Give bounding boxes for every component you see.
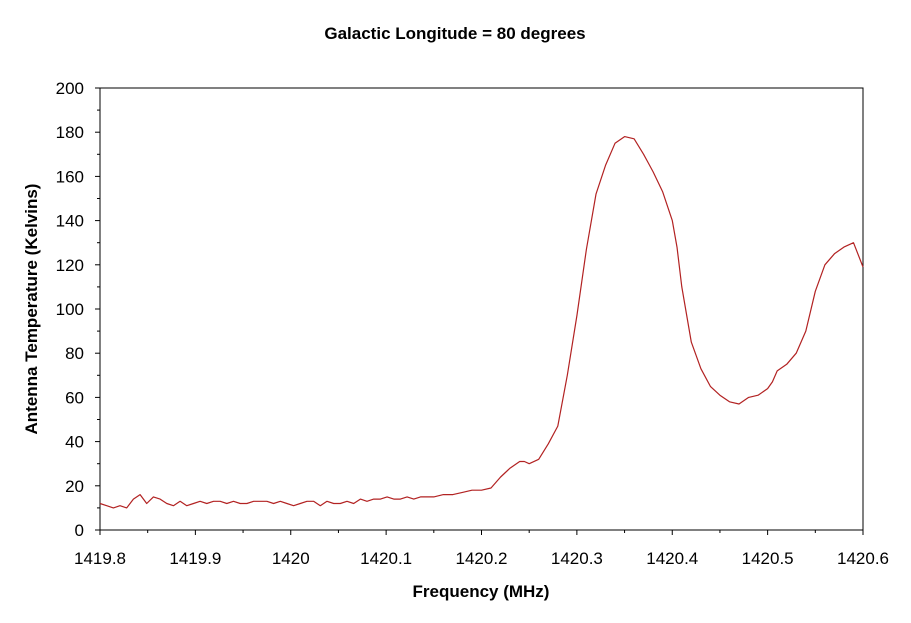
y-tick-label: 180 — [56, 123, 84, 142]
x-tick-label: 1420.3 — [551, 549, 603, 568]
y-tick-label: 200 — [56, 79, 84, 98]
y-axis: 0 20 40 60 80 100 120 140 160 180 200 — [56, 79, 100, 540]
y-tick-label: 120 — [56, 256, 84, 275]
chart-title: Galactic Longitude = 80 degrees — [324, 24, 585, 43]
x-tick-label: 1420.2 — [456, 549, 508, 568]
x-tick-label: 1420.4 — [646, 549, 698, 568]
plot-area — [99, 87, 864, 531]
y-tick-label: 60 — [65, 388, 84, 407]
series-layer — [99, 136, 864, 509]
x-tick-label: 1419.9 — [169, 549, 221, 568]
y-tick-label: 140 — [56, 212, 84, 231]
y-tick-label: 100 — [56, 300, 84, 319]
y-tick-label: 0 — [75, 521, 84, 540]
x-tick-label: 1420 — [272, 549, 310, 568]
y-tick-label: 40 — [65, 433, 84, 452]
x-axis: 1419.8 1419.9 1420 1420.1 1420.2 1420.3 1420.4… — [74, 530, 889, 568]
y-tick-label: 20 — [65, 477, 84, 496]
y-axis-label: Antenna Temperature (Kelvins) — [22, 184, 41, 435]
x-tick-label: 1419.8 — [74, 549, 126, 568]
series-line — [99, 136, 864, 509]
x-axis-label: Frequency (MHz) — [413, 582, 550, 601]
y-tick-label: 80 — [65, 344, 84, 363]
x-tick-label: 1420.5 — [742, 549, 794, 568]
y-tick-label: 160 — [56, 167, 84, 186]
x-tick-label: 1420.1 — [360, 549, 412, 568]
x-tick-label: 1420.6 — [837, 549, 889, 568]
